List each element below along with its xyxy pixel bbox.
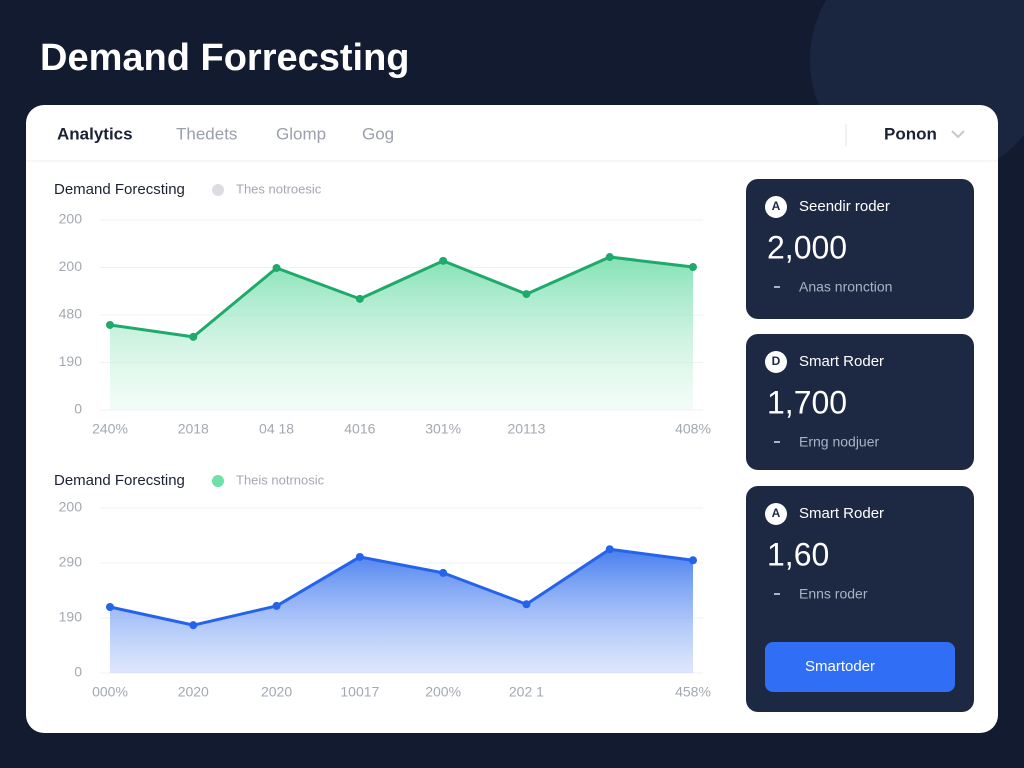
action-button[interactable] [765,642,955,692]
x-tick-label: 20113 [507,421,545,437]
card-title: Seendir roder [799,198,890,215]
y-tick-label: 190 [59,353,83,369]
stat-card [746,334,974,470]
card-title: Smart Roder [799,353,884,370]
point [605,253,614,262]
area [110,257,693,410]
y-tick-label: 190 [59,609,83,625]
tab[interactable]: Analytics [57,124,133,143]
legend-marker [212,184,224,196]
point [522,290,531,299]
card-note: Anas nronction [799,279,892,295]
x-tick-label: 458% [675,684,711,700]
y-tick-label: 200 [59,499,83,515]
x-tick-label: 2020 [178,684,209,700]
point [689,556,697,565]
point [355,552,364,561]
card-value: 1,60 [767,536,829,572]
legend-label: Thes notroesic [236,181,322,196]
point [689,263,697,272]
x-tick-label: 2018 [178,421,209,437]
y-tick-label: 0 [74,664,82,680]
point [272,601,281,610]
card-icon-letter: A [772,199,781,213]
card-icon-letter: D [772,354,781,368]
stat-card [746,179,974,319]
card-icon-letter: A [772,506,781,520]
y-tick-label: 200 [59,211,83,227]
x-tick-label: 301% [425,421,461,437]
area [110,549,693,673]
x-tick-label: 408% [675,421,711,437]
card-note: Enns roder [799,586,868,602]
line [109,547,694,627]
point [355,294,364,303]
card-value: 1,700 [767,384,847,420]
user-name[interactable]: Ponon [884,124,937,143]
tab[interactable]: Glomp [276,124,326,143]
legend-marker [212,475,224,487]
card-icon [765,196,787,218]
point [605,545,614,554]
y-tick-label: 480 [59,306,83,322]
tab[interactable]: Thedets [176,124,237,143]
x-tick-label: 240% [92,421,128,437]
chart-title: Demand Forecsting [54,472,185,489]
legend-label: Theis notrnosic [236,472,325,487]
y-tick-label: 0 [74,401,82,417]
x-tick-label: 10017 [340,684,379,700]
point [106,603,114,611]
y-tick-label: 200 [59,258,83,274]
x-tick-label: 04 18 [259,421,294,437]
chart-title: Demand Forecsting [54,181,185,198]
card-value: 2,000 [767,229,847,265]
point [439,256,448,265]
page-title: Demand Forrecsting [40,37,410,79]
x-tick-label: 200% [425,684,461,700]
x-tick-label: 2020 [261,684,292,700]
action-button-label[interactable]: Smartoder [805,658,875,675]
line [109,255,694,339]
point [522,600,531,609]
x-tick-label: 000% [92,684,128,700]
point [189,332,198,341]
card-icon [765,503,787,525]
card-icon [765,351,787,373]
y-tick-label: 290 [59,554,83,570]
dropdown-icon[interactable] [951,130,965,139]
point [106,320,114,329]
point [272,263,281,272]
x-tick-label: 202 1 [509,684,544,700]
x-tick-label: 4016 [344,421,375,437]
card-note: Erng nodjuer [799,434,880,450]
point [189,621,198,630]
tab[interactable]: Gog [362,124,394,143]
point [439,568,448,577]
card-title: Smart Roder [799,505,884,522]
